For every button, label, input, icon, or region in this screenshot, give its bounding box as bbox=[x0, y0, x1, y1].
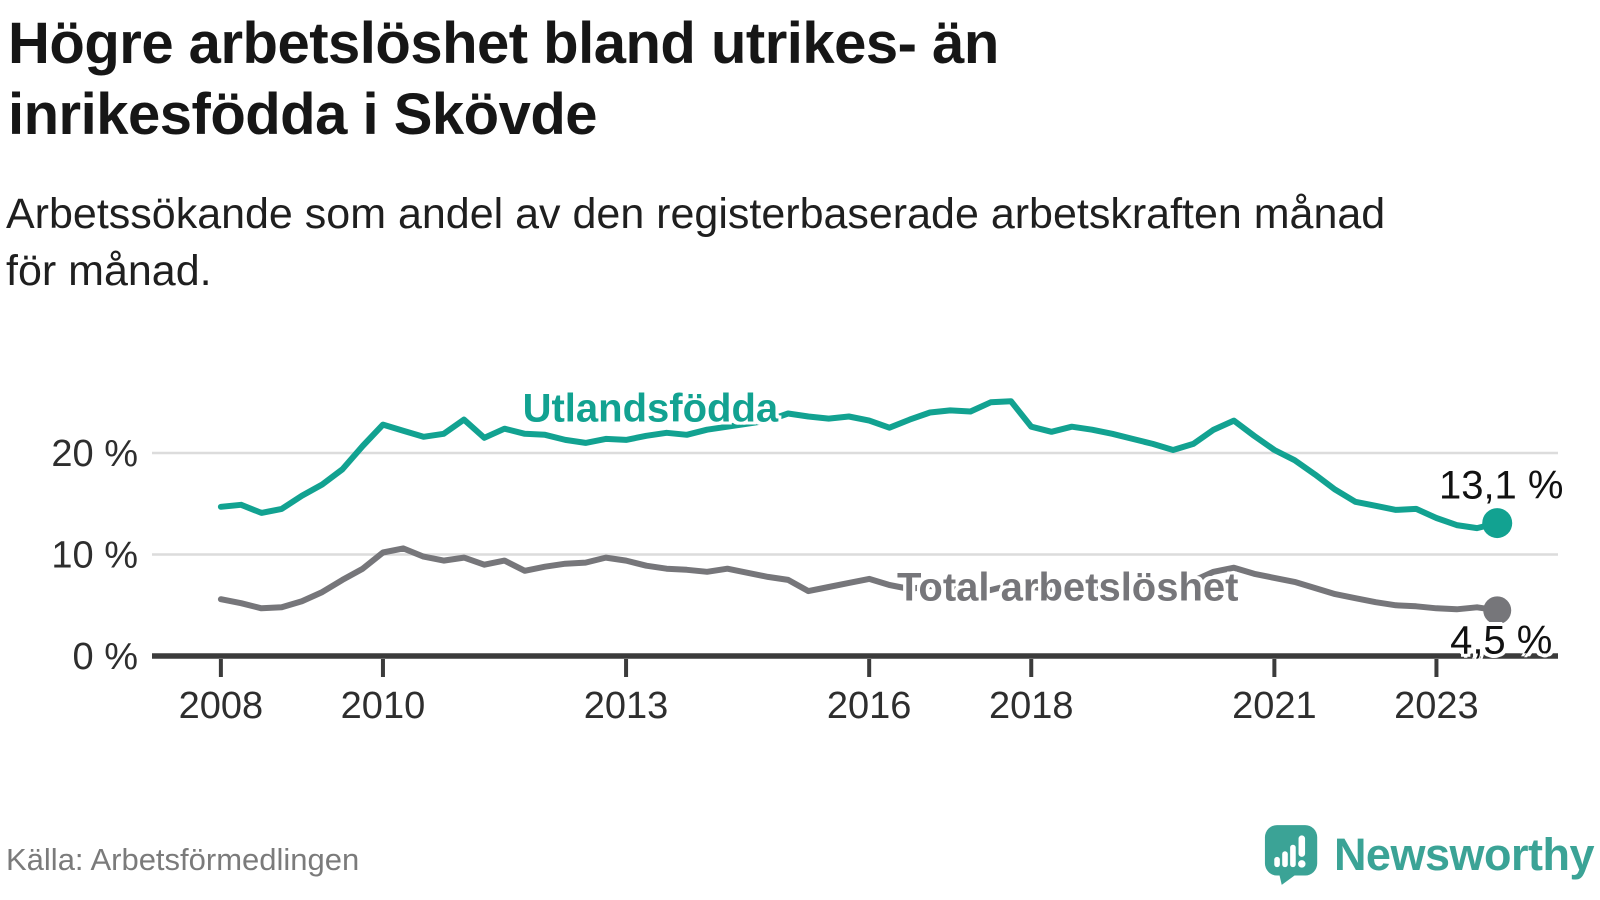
title-line-1: Högre arbetslöshet bland utrikes- än bbox=[8, 11, 999, 76]
series-end-dot-2 bbox=[1483, 596, 1512, 625]
title-line-2: inrikesfödda i Skövde bbox=[8, 82, 598, 147]
x-tick-label: 2023 bbox=[1394, 685, 1479, 727]
series-line-2 bbox=[217, 545, 1501, 614]
page-title: Högre arbetslöshet bland utrikes- än inr… bbox=[8, 8, 1568, 150]
x-tick-label: 2013 bbox=[584, 685, 669, 727]
end-value-label-2: 4,5 % bbox=[1450, 618, 1553, 663]
source-note: Källa: Arbetsförmedlingen bbox=[6, 842, 360, 877]
end-value-label-1: 13,1 % bbox=[1438, 463, 1564, 508]
x-tick-label: 2010 bbox=[341, 685, 426, 727]
subtitle-line-2: för månad. bbox=[6, 247, 212, 295]
x-tick-label: 2008 bbox=[179, 685, 264, 727]
newsworthy-logo-text: Newsworthy bbox=[1333, 829, 1595, 880]
y-tick-label: 0 % bbox=[73, 636, 138, 678]
newsworthy-logo: Newsworthy bbox=[1264, 824, 1595, 886]
y-tick-label: 10 % bbox=[51, 535, 138, 577]
newsworthy-logo-icon bbox=[1264, 825, 1318, 885]
x-tick-label: 2018 bbox=[989, 685, 1074, 727]
subtitle-line-1: Arbetssökande som andel av den registerb… bbox=[6, 190, 1386, 238]
chart-subtitle: Arbetssökande som andel av den registerb… bbox=[6, 186, 1566, 300]
series-line-1 bbox=[217, 398, 1501, 532]
series-label-2: Total arbetslöshet bbox=[896, 565, 1239, 610]
x-tick-label: 2016 bbox=[827, 685, 912, 727]
y-tick-label: 20 % bbox=[51, 433, 138, 475]
x-tick-label: 2021 bbox=[1232, 685, 1317, 727]
series-end-dot-1 bbox=[1482, 508, 1513, 539]
series-label-1: Utlandsfödda bbox=[522, 386, 779, 431]
